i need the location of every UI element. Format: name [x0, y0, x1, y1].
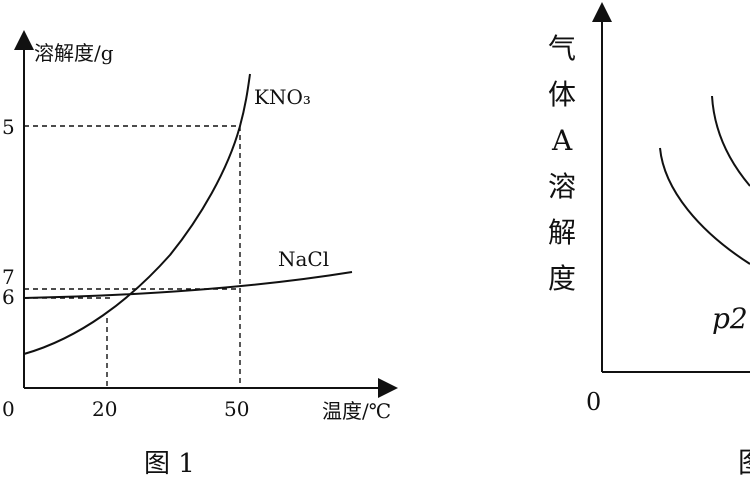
fig2-origin-label: 0 — [586, 388, 601, 416]
fig2-series-curve-upper — [711, 95, 750, 187]
fig1-x-tick-20: 20 — [92, 397, 117, 421]
fig2-y-label-char-6: 度 — [548, 262, 576, 295]
fig1-y-axis-label: 溶解度/g — [34, 41, 114, 65]
figure1-chart: 溶解度/g 温度/℃ 0 20 50 5 7 6 KNO₃ NaCl 图 1 — [2, 30, 398, 479]
fig1-series-nacl-label: NaCl — [278, 247, 329, 271]
fig1-origin-label: 0 — [2, 397, 15, 421]
fig1-series-nacl-line — [23, 271, 353, 299]
fig1-caption: 图 1 — [144, 449, 195, 479]
fig1-y-tick-top: 5 — [2, 115, 15, 139]
fig2-series-label: p2 — [712, 302, 748, 335]
figure2-chart: 气 体 A 溶 解 度 0 p2 图 — [548, 2, 750, 479]
fig2-y-label-char-1: 气 — [548, 32, 576, 65]
fig2-caption-fragment: 图 — [738, 446, 750, 479]
fig1-y-tick-mid: 7 — [2, 265, 15, 289]
fig2-y-label-char-4: 溶 — [548, 170, 576, 203]
fig1-series-kno3-label: KNO₃ — [254, 85, 311, 109]
fig1-x-tick-50: 50 — [224, 397, 249, 421]
fig2-y-label-char-5: 解 — [548, 216, 576, 249]
fig1-y-tick-low: 6 — [2, 285, 15, 309]
fig2-y-label-char-3: A — [551, 124, 573, 157]
fig2-series-curve-lower — [659, 147, 750, 265]
fig1-x-axis-label: 温度/℃ — [322, 399, 391, 423]
fig1-series-kno3-line — [23, 73, 251, 355]
fig2-y-label-char-2: 体 — [548, 78, 576, 111]
